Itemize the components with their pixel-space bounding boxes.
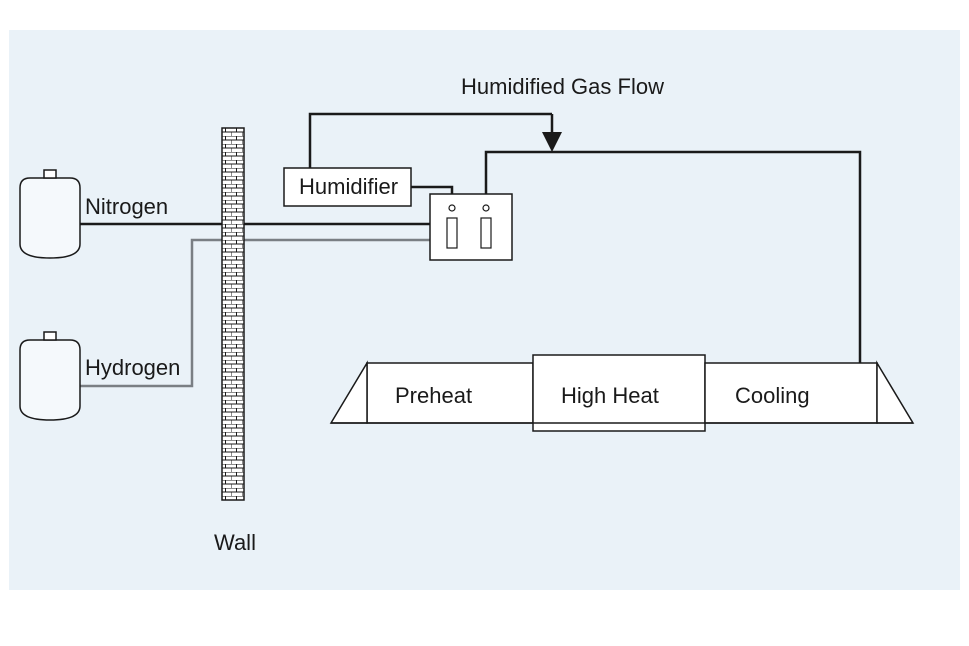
hydrogen-tank <box>20 340 80 420</box>
diagram-canvas: Humidified Gas Flow Nitrogen Hydrogen Hu… <box>0 0 969 646</box>
highheat-label: High Heat <box>561 383 659 409</box>
furnace-cap-left <box>331 363 367 423</box>
preheat-label: Preheat <box>395 383 472 409</box>
wall-label: Wall <box>214 530 256 556</box>
nitrogen-tank-cap <box>44 170 56 178</box>
pipe-humidifier-over-top <box>310 114 552 168</box>
nitrogen-label: Nitrogen <box>85 194 168 220</box>
tanks-group <box>20 170 80 420</box>
hydrogen-tank-cap <box>44 332 56 340</box>
humidifier-label: Humidifier <box>299 174 398 200</box>
title-label: Humidified Gas Flow <box>461 74 664 100</box>
flowmeter-box <box>430 194 512 260</box>
cooling-label: Cooling <box>735 383 810 409</box>
hydrogen-label: Hydrogen <box>85 355 180 381</box>
wall <box>222 128 244 500</box>
furnace-cap-right <box>877 363 913 423</box>
nitrogen-tank <box>20 178 80 258</box>
